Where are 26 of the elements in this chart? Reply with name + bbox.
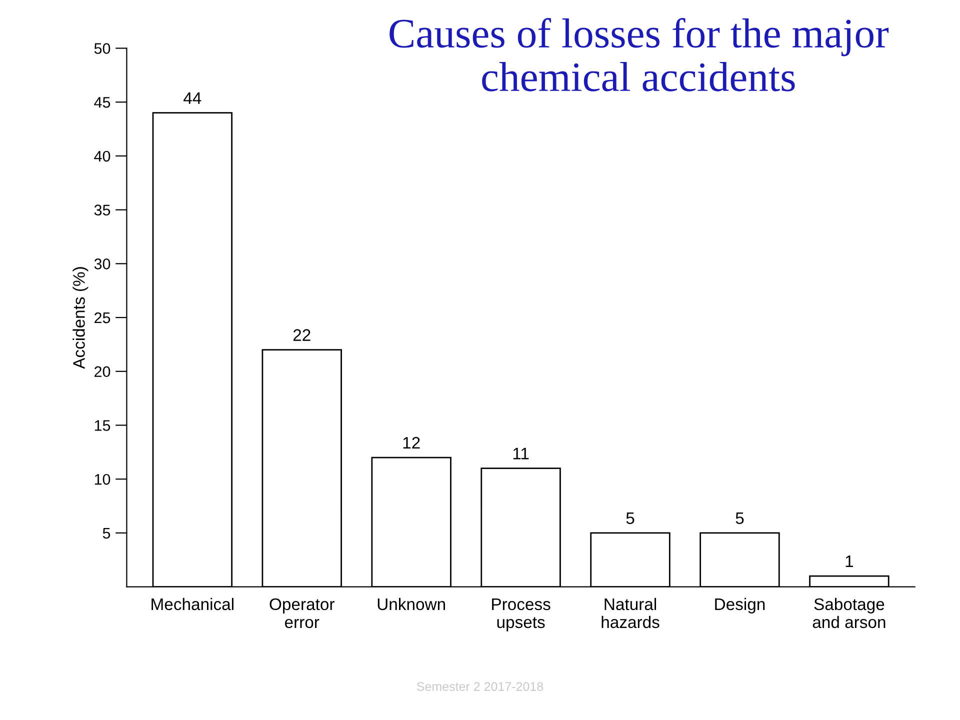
y-tick-label: 15 [94,420,110,431]
x-tick-label: Operator error [270,598,334,628]
x-tick-label: Design [715,598,765,614]
y-tick-label: 50 [94,43,110,54]
chart-title: Causes of losses for the major chemical accidents [390,18,889,92]
y-tick-label: 30 [94,258,110,270]
y-tick-label: 25 [94,312,110,324]
x-tick-label: Mechanical [152,598,234,610]
data-label: 11 [513,448,529,460]
data-label: 5 [626,512,634,524]
y-tick-label: 35 [94,204,110,216]
data-label: 1 [846,556,854,568]
y-tick-label: 45 [94,97,110,108]
x-tick-label: Sabotage and arson [812,598,886,628]
x-tick-label: Unknown [378,598,445,610]
data-label: 44 [184,92,202,104]
data-label: 22 [293,329,310,341]
y-axis-title: Accidents (%) [72,267,88,369]
data-label: 5 [736,512,744,524]
y-tick-label: 20 [94,366,110,378]
y-tick-label: 40 [94,150,110,162]
y-tick-label: 10 [94,474,110,485]
y-tick-label: 5 [102,528,110,539]
data-label: 12 [403,436,420,449]
x-tick-label: Process upsets [492,598,550,632]
x-tick-label: Natural hazards [602,598,660,628]
